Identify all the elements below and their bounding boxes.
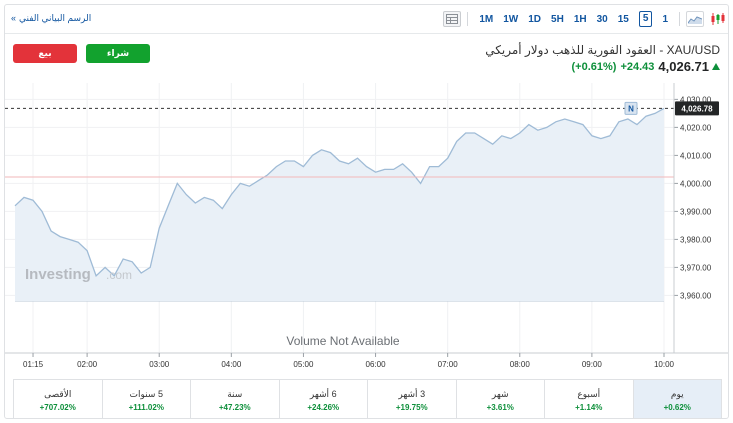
timeframe-1w[interactable]: 1W	[503, 13, 519, 25]
period-label: 5 سنوات	[129, 388, 163, 399]
x-tick-label: 02:00	[77, 360, 98, 369]
toolbar-separator	[467, 12, 469, 26]
performance-periods: الأقصى +707.02% 5 سنوات +111.02% سنة +47.23% 6…	[13, 379, 722, 418]
chart-toolbar: الرسم البياني الفني» 1M 1W 1D 5H 1H 30 15 5 1	[5, 5, 728, 34]
x-tick-label: 01:15	[23, 360, 44, 369]
period-change: +707.02%	[39, 402, 76, 412]
period-label: شهر	[491, 388, 509, 399]
timeframe-1m[interactable]: 1M	[479, 13, 494, 25]
instrument-title: XAU/USD - العقود الفورية للذهب دولار أمر…	[485, 43, 720, 57]
price-chart[interactable]: Investing .com Volume Not Available 4,03…	[5, 83, 729, 375]
technical-chart-link[interactable]: الرسم البياني الفني»	[11, 13, 91, 24]
period-tab[interactable]: سنة +47.23%	[190, 380, 279, 418]
period-tab[interactable]: شهر +3.61%	[455, 380, 545, 418]
period-label: سنة	[227, 388, 243, 399]
watermark-logo: Investing	[25, 266, 91, 283]
timeframe-1h[interactable]: 1H	[573, 13, 587, 25]
timeframe-1d[interactable]: 1D	[528, 13, 542, 25]
period-tab[interactable]: 5 سنوات +111.02%	[101, 380, 191, 418]
y-tick-label: 4,000.00	[680, 179, 712, 188]
watermark: Investing .com	[25, 266, 132, 283]
period-label: 3 أشهر	[398, 388, 426, 399]
timeframe-selector: 1M 1W 1D 5H 1H 30 15 5 1	[474, 11, 673, 27]
price-area	[15, 108, 664, 302]
y-axis: 4,030.00 4,020.00 4,010.00 4,000.00 3,990.00…	[673, 83, 712, 353]
x-tick-label: 07:00	[438, 360, 459, 369]
news-marker-label: N	[628, 104, 634, 113]
x-tick-label: 10:00	[654, 360, 675, 369]
period-change: +1.14%	[575, 402, 603, 412]
change-percent: (+0.61%)	[571, 60, 617, 73]
period-tab[interactable]: 6 أشهر +24.26%	[278, 380, 368, 418]
timeframe-1[interactable]: 1	[662, 13, 668, 25]
candlestick-chart-icon[interactable]	[710, 11, 726, 27]
period-tab[interactable]: يوم +0.62%	[632, 380, 721, 418]
period-change: +24.26%	[307, 402, 340, 412]
up-arrow-icon	[712, 63, 720, 70]
timeframe-5h[interactable]: 5H	[551, 13, 564, 25]
last-price-tag-label: 4,026.78	[681, 104, 713, 113]
last-price: 4,026.71	[658, 59, 709, 74]
timeframe-5[interactable]: 5	[638, 11, 653, 27]
period-label: الأقصى	[44, 388, 72, 399]
y-tick-label: 3,990.00	[680, 207, 712, 216]
timeframe-15[interactable]: 15	[617, 13, 629, 25]
toolbar-controls: 1M 1W 1D 5H 1H 30 15 5 1	[443, 10, 726, 28]
price-line	[14, 107, 665, 277]
last-price-tag: 4,026.78	[675, 101, 719, 116]
news-marker[interactable]: N	[624, 101, 638, 115]
change-value: +24.43	[620, 60, 655, 73]
period-change: +111.02%	[128, 402, 164, 412]
volume-not-available: Volume Not Available	[286, 334, 400, 348]
buy-button[interactable]: شراء	[86, 44, 150, 63]
period-change: +19.75%	[395, 402, 428, 412]
x-tick-label: 06:00	[366, 360, 387, 369]
x-tick-label: 03:00	[149, 360, 170, 369]
period-label: أسبوع	[577, 388, 601, 399]
price-row: (+0.61%) +24.43 4,026.71	[571, 59, 720, 74]
x-axis: 01:15 02:00 03:00 04:00 05:00 06:00 07:00 08:00…	[5, 352, 728, 369]
sell-button[interactable]: بيع	[13, 44, 77, 63]
news-marker-box	[624, 101, 638, 115]
period-tab[interactable]: 3 أشهر +19.75%	[367, 380, 456, 418]
x-tick-label: 04:00	[221, 360, 242, 369]
period-change: +47.23%	[218, 402, 251, 412]
period-label: 6 أشهر	[309, 388, 337, 399]
y-tick-label: 4,020.00	[680, 123, 712, 132]
table-view-icon[interactable]	[443, 11, 462, 27]
double-chevron-icon: »	[11, 13, 17, 23]
y-tick-label: 3,960.00	[680, 291, 712, 300]
watermark-suffix: .com	[106, 268, 132, 282]
y-tick-label: 4,010.00	[680, 151, 712, 160]
period-label: يوم	[670, 388, 684, 399]
y-tick-label: 3,970.00	[680, 263, 712, 272]
period-change: +0.62%	[663, 402, 691, 412]
period-tab[interactable]: أسبوع +1.14%	[544, 380, 633, 418]
period-tab[interactable]: الأقصى +707.02%	[14, 380, 102, 418]
technical-chart-label: الرسم البياني الفني	[19, 13, 92, 23]
x-tick-label: 05:00	[293, 360, 314, 369]
chart-widget: الرسم البياني الفني» 1M 1W 1D 5H 1H 30 15 5 1 بي…	[4, 4, 729, 419]
area-chart-icon[interactable]	[686, 11, 704, 27]
timeframe-30[interactable]: 30	[596, 13, 608, 25]
y-tick-label: 4,030.00	[680, 95, 712, 104]
x-tick-label: 09:00	[582, 360, 603, 369]
toolbar-separator	[679, 12, 680, 26]
y-tick-label: 3,980.00	[680, 235, 712, 244]
x-tick-label: 08:00	[510, 360, 531, 369]
last-price-tag-bg	[675, 101, 719, 116]
period-change: +3.61%	[486, 402, 514, 412]
